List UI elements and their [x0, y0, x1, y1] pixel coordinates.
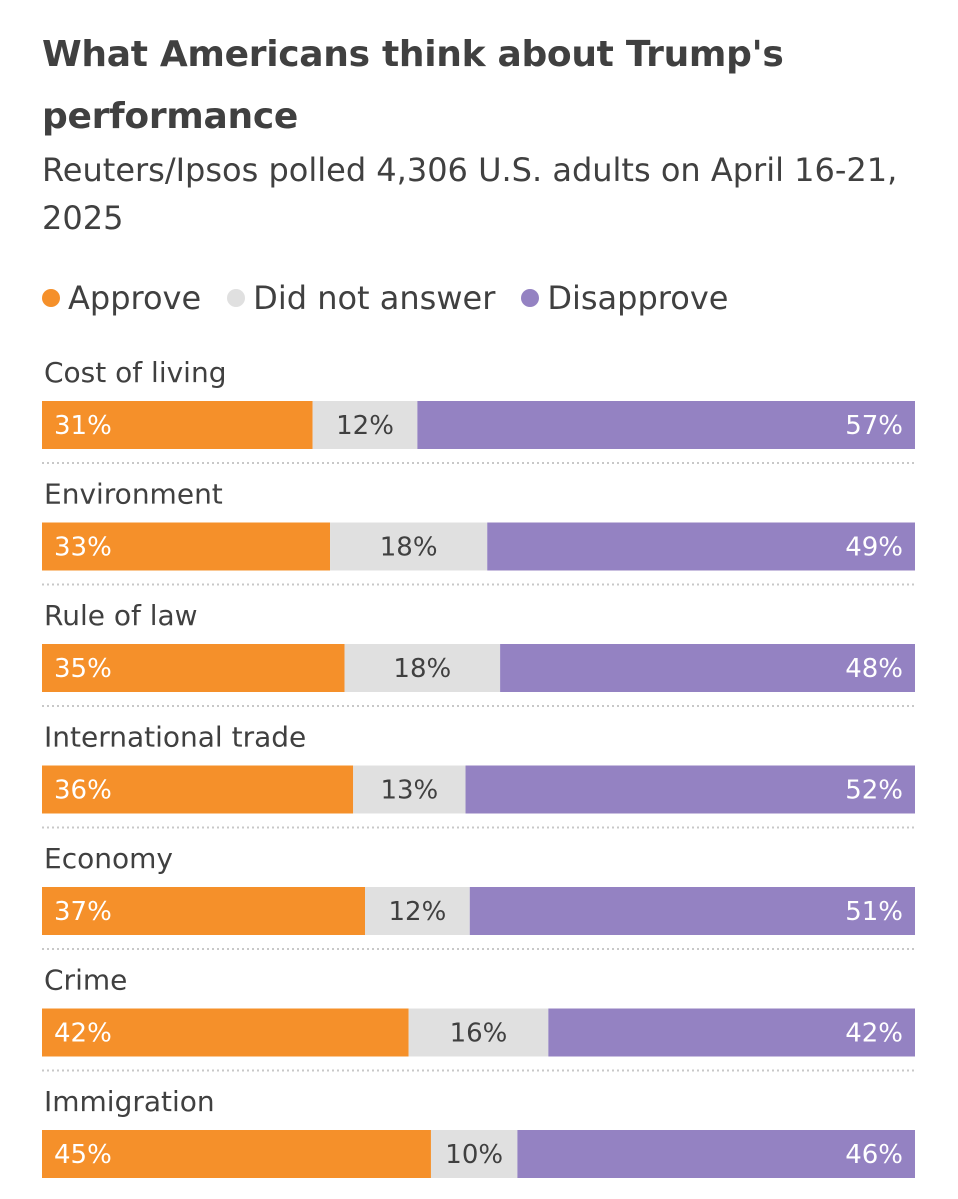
- category-label-immigration: Immigration: [44, 1085, 215, 1118]
- legend-label-approve: Approve: [68, 279, 202, 317]
- category-label-crime: Crime: [44, 964, 127, 997]
- legend-label-disapprove: Disapprove: [547, 279, 729, 317]
- bar-approve-crime: [42, 1008, 409, 1057]
- value-label-disapprove-international-trade: 52%: [845, 776, 903, 806]
- category-label-environment: Environment: [44, 478, 223, 511]
- bar-disapprove-international-trade: [465, 765, 915, 814]
- bar-disapprove-immigration: [517, 1130, 915, 1178]
- value-label-did-not-answer-crime: 16%: [450, 1019, 508, 1049]
- value-label-approve-immigration: 45%: [54, 1140, 112, 1170]
- bar-did-not-answer-international-trade: [353, 765, 466, 814]
- bar-did-not-answer-environment: [330, 522, 488, 571]
- chart-subtitle: Reuters/Ipsos polled 4,306 U.S. adults o…: [42, 151, 898, 237]
- bar-approve-economy: [42, 887, 366, 935]
- value-label-approve-environment: 33%: [54, 533, 112, 563]
- chart-title: What Americans think about Trump's perfo…: [42, 34, 784, 137]
- category-label-rule-of-law: Rule of law: [44, 599, 198, 632]
- bar-disapprove-rule-of-law: [500, 644, 915, 692]
- bar-disapprove-economy: [469, 887, 915, 935]
- bar-approve-cost-of-living: [42, 401, 313, 449]
- bar-did-not-answer-crime: [408, 1008, 549, 1057]
- value-label-approve-cost-of-living: 31%: [54, 411, 112, 441]
- legend-dot-disapprove-icon: [521, 289, 540, 307]
- value-label-approve-economy: 37%: [54, 897, 112, 927]
- value-label-disapprove-economy: 51%: [845, 897, 903, 927]
- bar-approve-environment: [42, 522, 331, 571]
- bar-approve-immigration: [42, 1130, 431, 1178]
- category-label-cost-of-living: Cost of living: [44, 356, 226, 389]
- value-label-approve-international-trade: 36%: [54, 776, 112, 806]
- value-label-did-not-answer-cost-of-living: 12%: [336, 411, 394, 441]
- value-label-approve-rule-of-law: 35%: [54, 654, 112, 684]
- bar-did-not-answer-immigration: [430, 1130, 518, 1178]
- value-label-disapprove-crime: 42%: [845, 1019, 903, 1049]
- bar-disapprove-cost-of-living: [417, 401, 915, 449]
- legend-dot-approve-icon: [42, 289, 60, 307]
- legend-item-did-not-answer: Did not answer: [227, 279, 495, 317]
- category-label-economy: Economy: [44, 842, 173, 875]
- value-label-did-not-answer-international-trade: 13%: [380, 776, 438, 806]
- category-label-international-trade: International trade: [44, 721, 306, 754]
- bar-approve-rule-of-law: [42, 644, 345, 692]
- bar-did-not-answer-economy: [365, 887, 470, 935]
- bar-disapprove-environment: [487, 522, 915, 571]
- bar-did-not-answer-rule-of-law: [344, 644, 501, 692]
- value-label-did-not-answer-rule-of-law: 18%: [393, 654, 451, 684]
- value-label-approve-crime: 42%: [54, 1019, 112, 1049]
- value-label-disapprove-cost-of-living: 57%: [845, 411, 903, 441]
- value-label-disapprove-rule-of-law: 48%: [845, 654, 903, 684]
- bar-did-not-answer-cost-of-living: [312, 401, 418, 449]
- value-label-did-not-answer-immigration: 10%: [445, 1140, 503, 1170]
- value-label-disapprove-environment: 49%: [845, 533, 903, 563]
- legend-dot-did-not-answer-icon: [227, 289, 246, 307]
- legend-item-disapprove: Disapprove: [521, 279, 728, 317]
- value-label-disapprove-immigration: 46%: [845, 1140, 903, 1170]
- value-label-did-not-answer-economy: 12%: [388, 897, 446, 927]
- bar-disapprove-crime: [548, 1008, 915, 1057]
- bar-approve-international-trade: [42, 765, 354, 814]
- legend-item-approve: Approve: [42, 279, 201, 317]
- legend-label-did-not-answer: Did not answer: [253, 279, 496, 317]
- value-label-did-not-answer-environment: 18%: [380, 533, 438, 563]
- legend: Approve Did not answer Disapprove: [42, 276, 754, 320]
